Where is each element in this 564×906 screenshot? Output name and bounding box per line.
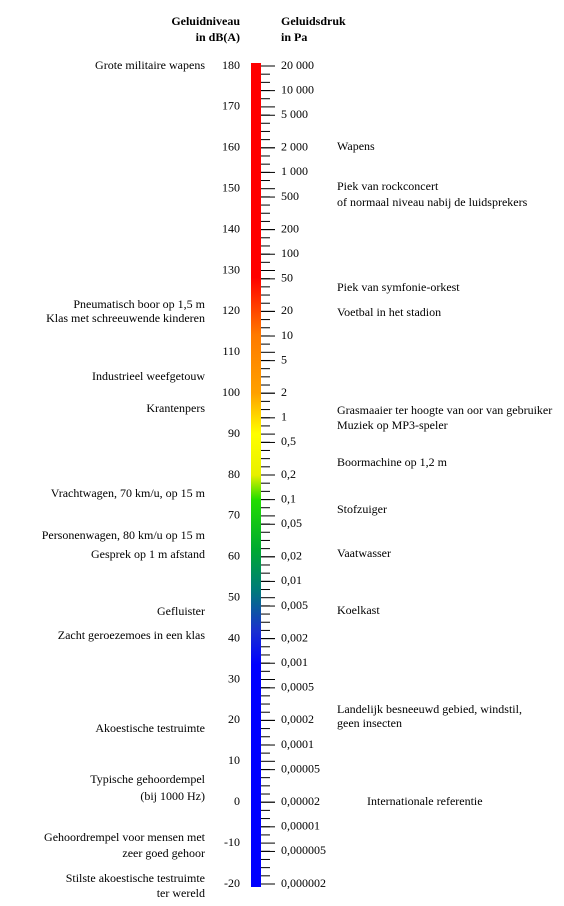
right-annotation: Koelkast [337, 603, 380, 617]
pressure-tick-label: 20 [281, 303, 293, 317]
pressure-tick-label: 10 000 [281, 82, 314, 96]
right-annotation: Stofzuiger [337, 502, 387, 516]
right-annotation: Boormachine op 1,2 m [337, 455, 448, 469]
left-annotation: Klas met schreeuwende kinderen [46, 311, 205, 325]
right-annotation: Piek van rockconcert [337, 179, 439, 193]
left-annotation: Personenwagen, 80 km/u op 15 m [42, 528, 206, 542]
db-tick-label: 140 [222, 221, 240, 235]
right-annotation: Wapens [337, 139, 375, 153]
pressure-tick-label: 0,000002 [281, 876, 326, 890]
pressure-header: Geluidsdruk [281, 14, 346, 28]
right-annotation: Voetbal in het stadion [337, 305, 441, 319]
db-tick-label: 40 [228, 630, 240, 644]
pressure-tick-label: 0,00005 [281, 761, 320, 775]
db-tick-label: 110 [222, 344, 240, 358]
left-annotation: ter wereld [157, 886, 205, 900]
db-tick-label: 160 [222, 140, 240, 154]
left-annotation: Typische gehoordempel [90, 772, 205, 786]
left-annotation: (bij 1000 Hz) [140, 789, 205, 803]
pressure-header: in Pa [281, 30, 307, 44]
right-annotation: Muziek op MP3-speler [337, 418, 448, 432]
pressure-tick-label: 0,5 [281, 434, 296, 448]
right-annotation: Vaatwasser [337, 546, 391, 560]
pressure-tick-label: 0,0001 [281, 737, 314, 751]
db-tick-label: -20 [224, 876, 240, 890]
db-tick-label: 0 [234, 794, 240, 808]
db-tick-label: 60 [228, 549, 240, 563]
db-tick-label: 120 [222, 303, 240, 317]
pressure-tick-label: 1 000 [281, 164, 308, 178]
pressure-tick-label: 0,002 [281, 630, 308, 644]
level-header: in dB(A) [196, 30, 240, 44]
pressure-tick-label: 0,000005 [281, 843, 326, 857]
pressure-tick-label: 0,1 [281, 491, 296, 505]
pressure-tick-label: 0,005 [281, 598, 308, 612]
left-annotation: Pneumatisch boor op 1,5 m [73, 297, 205, 311]
left-annotation: Industrieel weefgetouw [92, 369, 205, 383]
pressure-tick-label: 0,01 [281, 573, 302, 587]
right-annotation: Internationale referentie [367, 794, 483, 808]
pressure-tick-label: 2 [281, 385, 287, 399]
left-annotation: Gesprek op 1 m afstand [91, 547, 205, 561]
db-tick-label: 30 [228, 671, 240, 685]
left-annotation: Akoestische testruimte [95, 721, 205, 735]
pressure-tick-label: 5 000 [281, 107, 308, 121]
right-annotation: Landelijk besneeuwd gebied, windstil, [337, 702, 522, 716]
pressure-tick-label: 200 [281, 221, 299, 235]
pressure-tick-label: 0,00002 [281, 794, 320, 808]
pressure-tick-label: 5 [281, 352, 287, 366]
left-annotation: Grote militaire wapens [95, 58, 205, 72]
left-annotation: Krantenpers [146, 401, 205, 415]
pressure-tick-label: 0,02 [281, 549, 302, 563]
pressure-tick-label: 1 [281, 410, 287, 424]
left-annotation: Zacht geroezemoes in een klas [58, 628, 206, 642]
right-annotation: Piek van symfonie-orkest [337, 280, 460, 294]
pressure-tick-label: 0,0002 [281, 712, 314, 726]
pressure-tick-label: 0,00001 [281, 819, 320, 833]
pressure-tick-label: 20 000 [281, 58, 314, 72]
color-bar [251, 63, 261, 887]
db-tick-label: -10 [224, 835, 240, 849]
pressure-tick-label: 0,2 [281, 467, 296, 481]
db-tick-label: 170 [222, 99, 240, 113]
pressure-tick-label: 50 [281, 271, 293, 285]
db-tick-label: 10 [228, 753, 240, 767]
pressure-tick-label: 10 [281, 328, 293, 342]
level-header: Geluidniveau [171, 14, 240, 28]
db-tick-label: 70 [228, 508, 240, 522]
right-annotation: geen insecten [337, 716, 402, 730]
left-annotation: Vrachtwagen, 70 km/u, op 15 m [51, 486, 206, 500]
pressure-tick-label: 0,05 [281, 516, 302, 530]
left-annotation: Gehoordrempel voor mensen met [44, 830, 206, 844]
pressure-tick-label: 0,001 [281, 655, 308, 669]
right-annotation: Grasmaaier ter hoogte van oor van gebrui… [337, 403, 552, 417]
db-tick-label: 20 [228, 712, 240, 726]
db-tick-label: 50 [228, 589, 240, 603]
pressure-tick-label: 500 [281, 189, 299, 203]
pressure-tick-label: 100 [281, 246, 299, 260]
db-tick-label: 130 [222, 262, 240, 276]
db-tick-label: 180 [222, 58, 240, 72]
left-annotation: Gefluister [157, 604, 205, 618]
db-tick-label: 90 [228, 426, 240, 440]
db-tick-label: 150 [222, 180, 240, 194]
left-annotation: zeer goed gehoor [122, 846, 205, 860]
left-annotation: Stilste akoestische testruimte [66, 871, 205, 885]
pressure-tick-label: 0,0005 [281, 680, 314, 694]
db-tick-label: 80 [228, 467, 240, 481]
pressure-tick-label: 2 000 [281, 140, 308, 154]
db-tick-label: 100 [222, 385, 240, 399]
right-annotation: of normaal niveau nabij de luidsprekers [337, 195, 528, 209]
